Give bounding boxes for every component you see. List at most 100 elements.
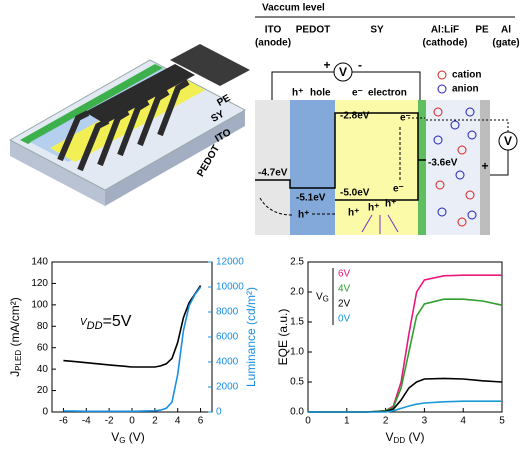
- slab-side: [10, 140, 105, 206]
- y-tick-label: 140: [31, 257, 48, 268]
- y-tick-label: 0.5: [290, 377, 304, 388]
- vacuum-title: Vaccum level: [262, 3, 325, 14]
- x-tick-label: 4: [460, 416, 466, 427]
- y-axis-label: JPLED (mA/cm²): [8, 297, 23, 377]
- al-region: [480, 100, 490, 235]
- y-tick-label: 100: [31, 299, 48, 310]
- pedot-region: [290, 100, 335, 235]
- green-strip: [20, 64, 163, 144]
- y2-tick-label: 2000: [216, 382, 239, 393]
- x-axis-label: VG (V): [111, 430, 145, 445]
- y-tick-label: 40: [37, 364, 49, 375]
- charge-label: h⁺: [368, 203, 379, 214]
- layer-name: Al: [501, 25, 511, 36]
- electrode-bar: [85, 64, 195, 124]
- legend-entry: 2V: [338, 299, 351, 310]
- y2-tick-label: 6000: [216, 332, 239, 343]
- y-tick-label: 2.0: [290, 287, 304, 298]
- x-tick-label: 0: [129, 416, 135, 427]
- legend-entry: 6V: [338, 269, 351, 280]
- x-tick-label: 4: [175, 416, 181, 427]
- polarity: -: [358, 58, 362, 72]
- legend-title-part: G: [323, 295, 329, 304]
- band-diagram: Vaccum level ITO (anode) PEDOT SY Al:LiF…: [255, 3, 520, 235]
- y-tick-label: 1.0: [290, 347, 304, 358]
- x-tick-label: 1: [344, 416, 350, 427]
- series-line: [63, 286, 202, 413]
- charge-label: h⁺: [298, 210, 309, 221]
- legend-label: cation: [452, 70, 481, 81]
- legend-label: anion: [452, 84, 479, 95]
- x-tick-label: 2: [383, 416, 389, 427]
- ito-region: [255, 100, 290, 235]
- wire: [271, 71, 334, 100]
- y2-tick-label: 0: [216, 407, 222, 418]
- charge-label: h⁺: [348, 208, 359, 219]
- level-label: -2.8eV: [340, 111, 370, 122]
- wire: [490, 150, 509, 176]
- y2-axis-label: Luminance (cd/m²): [244, 287, 258, 387]
- charge-label: h⁺: [385, 199, 396, 210]
- layer-name: ITO: [265, 25, 282, 36]
- y-tick-label: 120: [31, 278, 48, 289]
- layer-name: PEDOT: [296, 25, 330, 36]
- anion-icon: [437, 84, 447, 94]
- cation-icon: [437, 70, 447, 80]
- x-tick-label: 2: [152, 416, 158, 427]
- band-edge: [255, 112, 419, 201]
- series-line: [308, 274, 502, 413]
- wire: [352, 71, 421, 100]
- source-label: V: [504, 134, 512, 148]
- plot-frame: [51, 261, 213, 413]
- series-line: [63, 285, 202, 368]
- charge-label: e⁻: [393, 184, 404, 195]
- emission-arrow: [361, 214, 373, 233]
- carrier-label: hole: [310, 88, 331, 99]
- carrier-label: e⁻: [352, 88, 363, 99]
- y-tick-label: 60: [37, 342, 49, 353]
- x-tick-label: -2: [105, 416, 114, 427]
- layer-name: SY: [370, 25, 384, 36]
- charge-label: e⁻: [400, 113, 411, 124]
- y-tick-label: 0: [42, 407, 48, 418]
- x-tick-label: 6: [198, 416, 204, 427]
- polarity: +: [323, 58, 330, 72]
- layer-name: Al:LiF: [431, 25, 459, 36]
- sy-region: [335, 100, 418, 235]
- x-tick-label: 5: [499, 416, 505, 427]
- layer-name: (cathode): [423, 38, 468, 49]
- y-tick-label: 1.5: [290, 317, 304, 328]
- level-label: -4.7eV: [258, 168, 288, 179]
- y-tick-label: 80: [37, 321, 49, 332]
- y-tick-label: 0.0: [290, 407, 304, 418]
- level-label: -5.1eV: [296, 193, 326, 204]
- carrier-label: electron: [368, 88, 407, 99]
- y-tick-label: 20: [37, 385, 49, 396]
- voltage-source: [498, 131, 518, 151]
- y2-tick-label: 12000: [216, 257, 244, 268]
- electrode-finger: [117, 99, 150, 157]
- layer-name: (anode): [255, 38, 291, 49]
- carrier-label: h⁺: [292, 88, 303, 99]
- plot-frame: [307, 261, 503, 413]
- slab-side: [105, 110, 245, 206]
- ions: [433, 107, 477, 227]
- x-axis-label: VDD (V): [386, 430, 425, 445]
- polarity: +: [481, 159, 488, 173]
- x-tick-label: 3: [422, 416, 428, 427]
- y2-tick-label: 10000: [216, 282, 244, 293]
- sy-layer: [50, 76, 205, 162]
- x-tick-label: 0: [305, 416, 311, 427]
- series-line: [308, 400, 502, 413]
- layer-name: (gate): [492, 38, 519, 49]
- pe-region: [426, 100, 480, 235]
- y-axis-label: EQE (a.u.): [276, 309, 290, 366]
- y-tick-label: 2.5: [290, 257, 304, 268]
- legend-entry: 0V: [338, 314, 351, 325]
- level-label: -3.6eV: [428, 158, 458, 169]
- annotation: VDD=5V: [80, 313, 132, 332]
- electrode-finger: [57, 110, 90, 162]
- gate-electrode: [170, 44, 250, 86]
